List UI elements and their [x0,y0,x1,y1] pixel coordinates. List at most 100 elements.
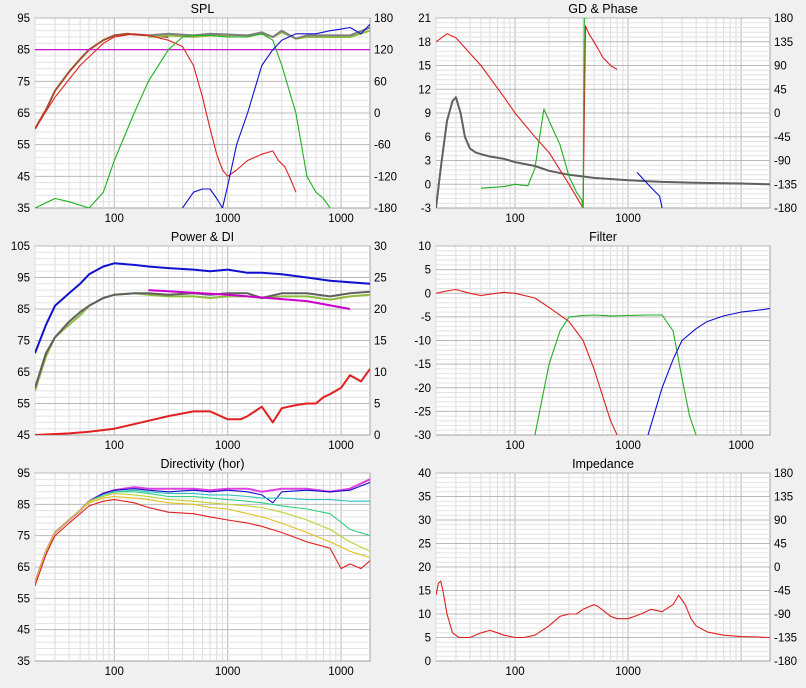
y-tick-label: 5 [425,265,431,277]
series-group [35,262,370,435]
series-line-1 [35,32,169,130]
impedance-panel: Impedance 40 35 30 25 20 15 10 5 0 180 135 90 45 0 -45 -… [403,454,806,683]
y-tick-label: -25 [414,406,431,418]
y-tick-label: 0 [425,656,431,668]
y-tick-label: 10 [418,241,431,253]
series-line-3 [647,307,770,435]
y2-tick-label: 180 [774,468,793,480]
y-tick-label: 0 [425,179,431,191]
y-tick-label: -30 [414,430,431,442]
y2-tick-label: -45 [774,586,791,598]
series-line-1 [436,288,618,435]
y2-tick-label: 0 [374,108,380,120]
y-tick-label: 9 [425,108,431,120]
y-tick-label: 65 [17,367,30,379]
y2-tick-label: 15 [374,336,387,348]
x-tick-label: 1000 [215,440,241,452]
impedance-chart: Impedance 40 35 30 25 20 15 10 5 0 180 135 90 45 0 -45 -… [418,457,797,678]
y-tick-label: 95 [17,13,30,25]
y-tick-label: 30 [418,515,431,527]
series-group [436,288,770,435]
y2-tick-label: -90 [774,156,791,168]
y-tick-label: 15 [418,586,431,598]
series-line-2 [35,292,370,392]
series-line-6 [35,495,370,583]
series-line-1 [35,262,370,354]
y2-tick-label: -180 [774,203,797,215]
y-tick-label: 85 [17,499,30,511]
series-line-6 [35,33,331,208]
power-di-panel: Power & DI 105 95 85 75 65 55 45 30 25 20 15 10 5 0 100… [0,227,403,454]
y-tick-label: 35 [17,203,30,215]
series-group [35,478,370,586]
y-tick-label: 3 [425,156,431,168]
gd-phase-panel: GD & Phase 21 18 15 12 9 6 3 0 -3 180 135 90 45 0 -45 -9… [403,0,806,227]
y2-tick-label: -135 [774,179,797,191]
series-line-7 [35,499,370,586]
y2-tick-label: 135 [774,37,793,49]
chart-title: Impedance [572,457,634,471]
y-tick-label: 10 [418,609,431,621]
spl-panel: SPL 95 85 75 65 55 45 35 180 120 60 0 -60 -120 -180 100… [0,0,403,227]
y2-tick-label: 60 [374,76,387,88]
y-tick-label: 65 [17,562,30,574]
x-tick-label: 100 [105,666,124,678]
y-tick-label: 0 [425,288,431,300]
series-line-4 [636,172,663,208]
y-tick-label: 5 [425,633,431,645]
series-line-5 [35,368,370,435]
y-tick-label: 95 [17,468,30,480]
x-tick-label: 100 [505,213,524,225]
y2-tick-label: 180 [374,13,393,25]
series-line-4 [148,289,351,310]
y2-tick-label: 135 [774,492,793,504]
y2-tick-label: 0 [774,108,780,120]
chart-title: GD & Phase [568,2,638,16]
chart-title: Power & DI [171,230,234,244]
gd-phase-chart: GD & Phase 21 18 15 12 9 6 3 0 -3 180 135 90 45 0 -45 -9… [418,2,797,225]
filter-chart: Filter 10 5 0 -5 -10 -15 -20 -25 -30 100 1000 1000 [414,230,771,452]
y2-tick-label: 45 [774,84,787,96]
y-tick-label: 65 [17,108,30,120]
series-group [436,18,770,208]
x-tick-label: 100 [505,440,524,452]
y2-tick-label: 0 [774,562,780,574]
y-tick-label: 25 [418,539,431,551]
series-line-2 [534,314,697,435]
series-line-2 [436,25,618,208]
series-group [436,580,770,639]
y-tick-label: 45 [17,171,30,183]
y2-tick-label: 25 [374,273,387,285]
x-tick-label: 100 [105,440,124,452]
y-tick-label: -3 [421,203,431,215]
x-tick-label: 1000 [215,666,241,678]
y-tick-label: -5 [421,312,431,324]
y-tick-label: 45 [17,430,30,442]
series-line-3 [480,18,588,208]
y2-tick-label: -120 [374,171,397,183]
y-tick-label: 75 [17,76,30,88]
y-tick-label: 75 [17,531,30,543]
y-tick-label: 55 [17,399,30,411]
y-tick-label: 105 [11,241,30,253]
series-group [35,23,370,208]
y2-tick-label: 180 [774,13,793,25]
chart-title: Directivity (hor) [160,457,244,471]
y-tick-label: 45 [17,625,30,637]
directivity-chart: Directivity (hor) 95 85 75 65 55 45 35 100 1000 10… [17,457,371,678]
series-line-3 [35,290,370,389]
x-tick-label: 100 [505,666,524,678]
y-tick-label: 15 [418,61,431,73]
y-tick-label: 85 [17,304,30,316]
y2-tick-label: 20 [374,304,387,316]
y-tick-label: -15 [414,359,431,371]
y2-tick-label: 0 [374,430,380,442]
x-tick-label: 1000 [728,440,754,452]
power-di-chart: Power & DI105958575655545302520151050100… [11,230,387,452]
y-tick-label: 6 [425,132,431,144]
y-tick-label: 40 [418,468,431,480]
y2-tick-label: -180 [374,203,397,215]
chart-title: SPL [191,2,215,16]
series-line-7 [182,23,370,208]
